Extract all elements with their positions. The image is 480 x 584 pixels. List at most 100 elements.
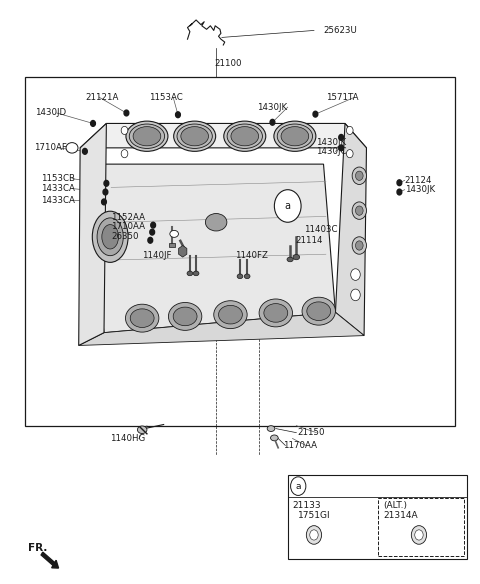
Circle shape [356,171,363,180]
Text: 21150: 21150 [297,428,325,437]
Text: 1710AF: 1710AF [34,143,67,152]
Circle shape [351,289,360,301]
Circle shape [313,111,318,117]
Circle shape [310,530,318,540]
Ellipse shape [133,127,161,146]
Text: 1140HG: 1140HG [110,434,145,443]
Polygon shape [79,312,364,346]
Ellipse shape [174,121,216,151]
Ellipse shape [130,309,154,328]
Text: 1152AA: 1152AA [111,213,145,222]
Ellipse shape [137,426,147,433]
Circle shape [356,206,363,215]
Text: 1433CA: 1433CA [40,196,74,204]
Circle shape [339,134,344,140]
Ellipse shape [214,301,247,329]
Circle shape [103,189,108,195]
Circle shape [397,180,402,186]
Ellipse shape [264,304,288,322]
Text: 1170AA: 1170AA [283,441,317,450]
Circle shape [151,223,156,228]
Text: 1153AC: 1153AC [149,93,183,102]
Ellipse shape [205,214,227,231]
Text: 21114: 21114 [295,236,323,245]
Bar [378,498,464,557]
Circle shape [104,180,109,186]
Circle shape [102,199,107,205]
Circle shape [150,230,155,235]
Text: 1430JK: 1430JK [405,185,435,194]
Ellipse shape [218,305,242,324]
Text: 11403C: 11403C [304,225,338,234]
Ellipse shape [231,127,259,146]
Text: 1710AA: 1710AA [111,223,145,231]
Ellipse shape [227,124,263,148]
Text: 1140JF: 1140JF [142,252,172,260]
Ellipse shape [92,211,128,262]
Text: 1430JK: 1430JK [257,103,287,112]
Ellipse shape [181,127,208,146]
Ellipse shape [168,303,202,331]
Ellipse shape [66,142,78,153]
Text: a: a [296,482,301,491]
Circle shape [352,202,366,220]
Ellipse shape [102,225,119,249]
Circle shape [347,126,353,134]
Ellipse shape [307,302,331,321]
Circle shape [275,190,301,223]
Ellipse shape [277,124,312,148]
Text: 1571TA: 1571TA [326,93,359,102]
Ellipse shape [302,297,336,325]
Circle shape [121,150,128,158]
Circle shape [415,530,423,540]
Polygon shape [336,123,366,336]
Circle shape [397,189,402,195]
Ellipse shape [126,121,168,151]
Ellipse shape [244,274,250,279]
Polygon shape [80,123,366,148]
Text: FR.: FR. [28,543,47,552]
Ellipse shape [97,218,123,256]
Ellipse shape [125,304,159,332]
Circle shape [352,167,366,185]
Text: (ALT.): (ALT.) [383,501,407,510]
Polygon shape [79,123,107,346]
Circle shape [176,112,180,117]
Text: 1140FZ: 1140FZ [235,252,268,260]
Circle shape [91,120,96,126]
Circle shape [290,477,306,495]
Text: 1430JC: 1430JC [316,147,347,156]
Ellipse shape [170,231,179,237]
Text: 21133: 21133 [292,501,321,510]
Circle shape [270,119,275,125]
Ellipse shape [187,271,193,276]
Circle shape [148,237,153,243]
Text: 1751GI: 1751GI [298,511,331,520]
Bar [25,77,455,426]
Ellipse shape [237,274,243,279]
Circle shape [306,526,322,544]
Ellipse shape [259,299,292,327]
Text: a: a [285,201,291,211]
Text: 21314A: 21314A [383,511,418,520]
Ellipse shape [274,121,316,151]
Circle shape [352,237,366,254]
Text: 21100: 21100 [214,59,242,68]
Circle shape [411,526,427,544]
Ellipse shape [293,255,300,260]
Text: 1433CA: 1433CA [40,184,74,193]
Circle shape [347,150,353,158]
Ellipse shape [129,124,165,148]
Text: 1430JD: 1430JD [35,109,66,117]
Ellipse shape [224,121,266,151]
Ellipse shape [281,127,309,146]
Circle shape [83,148,87,154]
Ellipse shape [193,271,199,276]
Text: 25623U: 25623U [324,26,358,35]
Circle shape [339,145,344,151]
Circle shape [351,269,360,280]
Circle shape [124,110,129,116]
Ellipse shape [271,435,278,441]
Text: 21121A: 21121A [85,93,118,102]
Circle shape [356,241,363,250]
